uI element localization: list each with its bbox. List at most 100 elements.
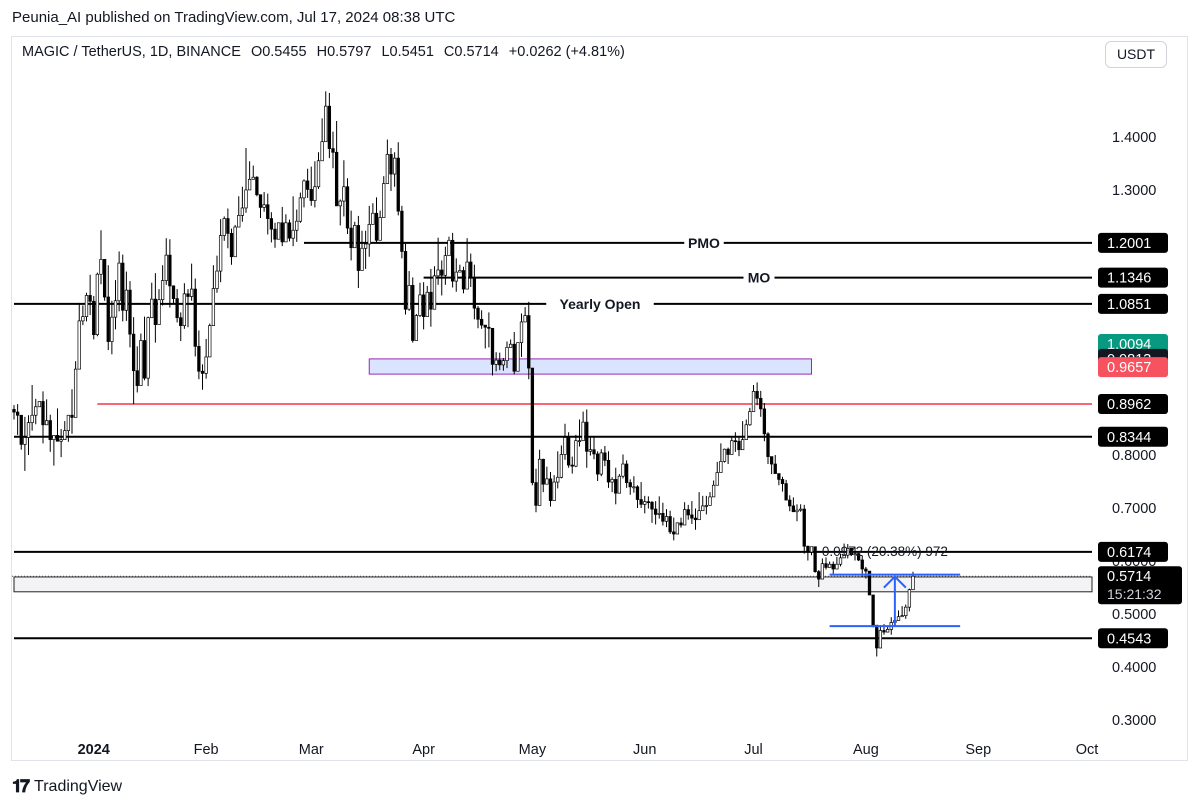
candle-body (367, 224, 371, 245)
candle-body (726, 448, 730, 455)
candle-body (867, 570, 872, 596)
candle-body (541, 458, 545, 485)
candle-body (885, 629, 890, 633)
candle-body (827, 563, 832, 568)
candle-body (360, 247, 364, 271)
candle-body (624, 463, 629, 483)
candle-body (599, 452, 603, 475)
last-price-tag (1098, 566, 1182, 605)
candle-body (425, 291, 429, 317)
candle-body (791, 505, 796, 513)
candle-body (603, 452, 607, 461)
candle-body (200, 370, 205, 374)
candle-body (215, 270, 219, 289)
zones-layer (13, 358, 1093, 593)
candle-body (447, 239, 451, 257)
candle-body (142, 340, 147, 379)
candle-body (679, 522, 683, 526)
candle-body (846, 547, 850, 556)
candle-body (251, 176, 255, 180)
candle-body (820, 563, 825, 580)
candle-body (545, 478, 549, 485)
level-tag-text: 0.8962 (1107, 397, 1151, 413)
level-label: MO (748, 270, 771, 286)
candle-body (628, 482, 632, 488)
candle-body (276, 222, 281, 240)
candle-body (302, 180, 306, 199)
candle-body (363, 243, 368, 249)
y-tick-label: 0.8000 (1112, 448, 1156, 464)
price-tag-text: 0.9657 (1107, 360, 1151, 376)
candle-body (84, 295, 89, 317)
candle-body (110, 316, 114, 342)
candle-body (356, 225, 361, 271)
candle-body (737, 440, 741, 451)
candle-body (298, 197, 303, 222)
candle-body (436, 269, 440, 277)
candle-body (15, 411, 20, 416)
candle-body (52, 435, 56, 440)
candle-body (813, 546, 817, 573)
candle-body (237, 215, 241, 228)
candle-body (911, 575, 915, 591)
candle-body (324, 105, 328, 143)
candle-body (331, 148, 335, 153)
candle-body (806, 545, 810, 553)
candle-body (153, 298, 158, 325)
ohlc-low: L0.5451 (381, 44, 434, 60)
candle-body (131, 333, 136, 372)
candle-body (530, 367, 535, 483)
symbol-pair[interactable]: MAGIC / TetherUS, 1D, BINANCE (22, 44, 241, 60)
candle-body (708, 496, 712, 506)
candle-body (711, 484, 716, 498)
candle-body (900, 615, 904, 618)
level-tag (1098, 267, 1168, 288)
candle-body (229, 233, 234, 258)
candle-body (305, 180, 310, 190)
candle-body (429, 291, 433, 310)
candle-body (26, 422, 31, 438)
candle-body (523, 315, 527, 323)
level-tag-text: 1.2001 (1107, 236, 1151, 252)
candle-body (262, 204, 266, 208)
candle-body (189, 288, 194, 297)
candle-body (396, 157, 400, 212)
candle-body (407, 285, 411, 310)
candle-body (817, 571, 821, 580)
candle-body (12, 409, 16, 413)
candle-body (204, 356, 208, 374)
candle-body (208, 325, 212, 358)
candle-body (382, 183, 386, 218)
candle-body (211, 288, 216, 327)
candle-body (472, 277, 477, 309)
price-tag (1098, 357, 1168, 378)
candle-body (802, 508, 806, 547)
level-tag-text: 0.4543 (1107, 631, 1151, 647)
candle-body (403, 251, 408, 310)
candle-body (853, 553, 857, 556)
candle-body (193, 288, 197, 347)
candle-body (389, 154, 393, 175)
y-tick-label: 0.3000 (1112, 713, 1156, 729)
candle-body (842, 554, 846, 559)
candle-body (784, 483, 788, 501)
candle-body (37, 401, 42, 408)
candle-body (465, 261, 469, 290)
range-zone (13, 576, 1093, 593)
currency-button[interactable]: USDT (1105, 41, 1167, 68)
candle-body (66, 414, 71, 431)
candle-body (748, 411, 752, 426)
candle-body (106, 296, 110, 342)
candle-body (186, 293, 190, 297)
candle-body (733, 440, 738, 443)
x-tick-label: Feb (194, 742, 219, 758)
footer-brand[interactable]: 𝟏𝟕 TradingView (12, 776, 122, 797)
supply-zone (368, 358, 812, 375)
candle-body (411, 285, 415, 341)
candle-body (701, 505, 705, 512)
symbol-info-bar: MAGIC / TetherUS, 1D, BINANCE O0.5455 H0… (22, 44, 631, 60)
candle-body (316, 160, 321, 188)
candle-body (682, 509, 687, 526)
candle-body (59, 439, 63, 442)
